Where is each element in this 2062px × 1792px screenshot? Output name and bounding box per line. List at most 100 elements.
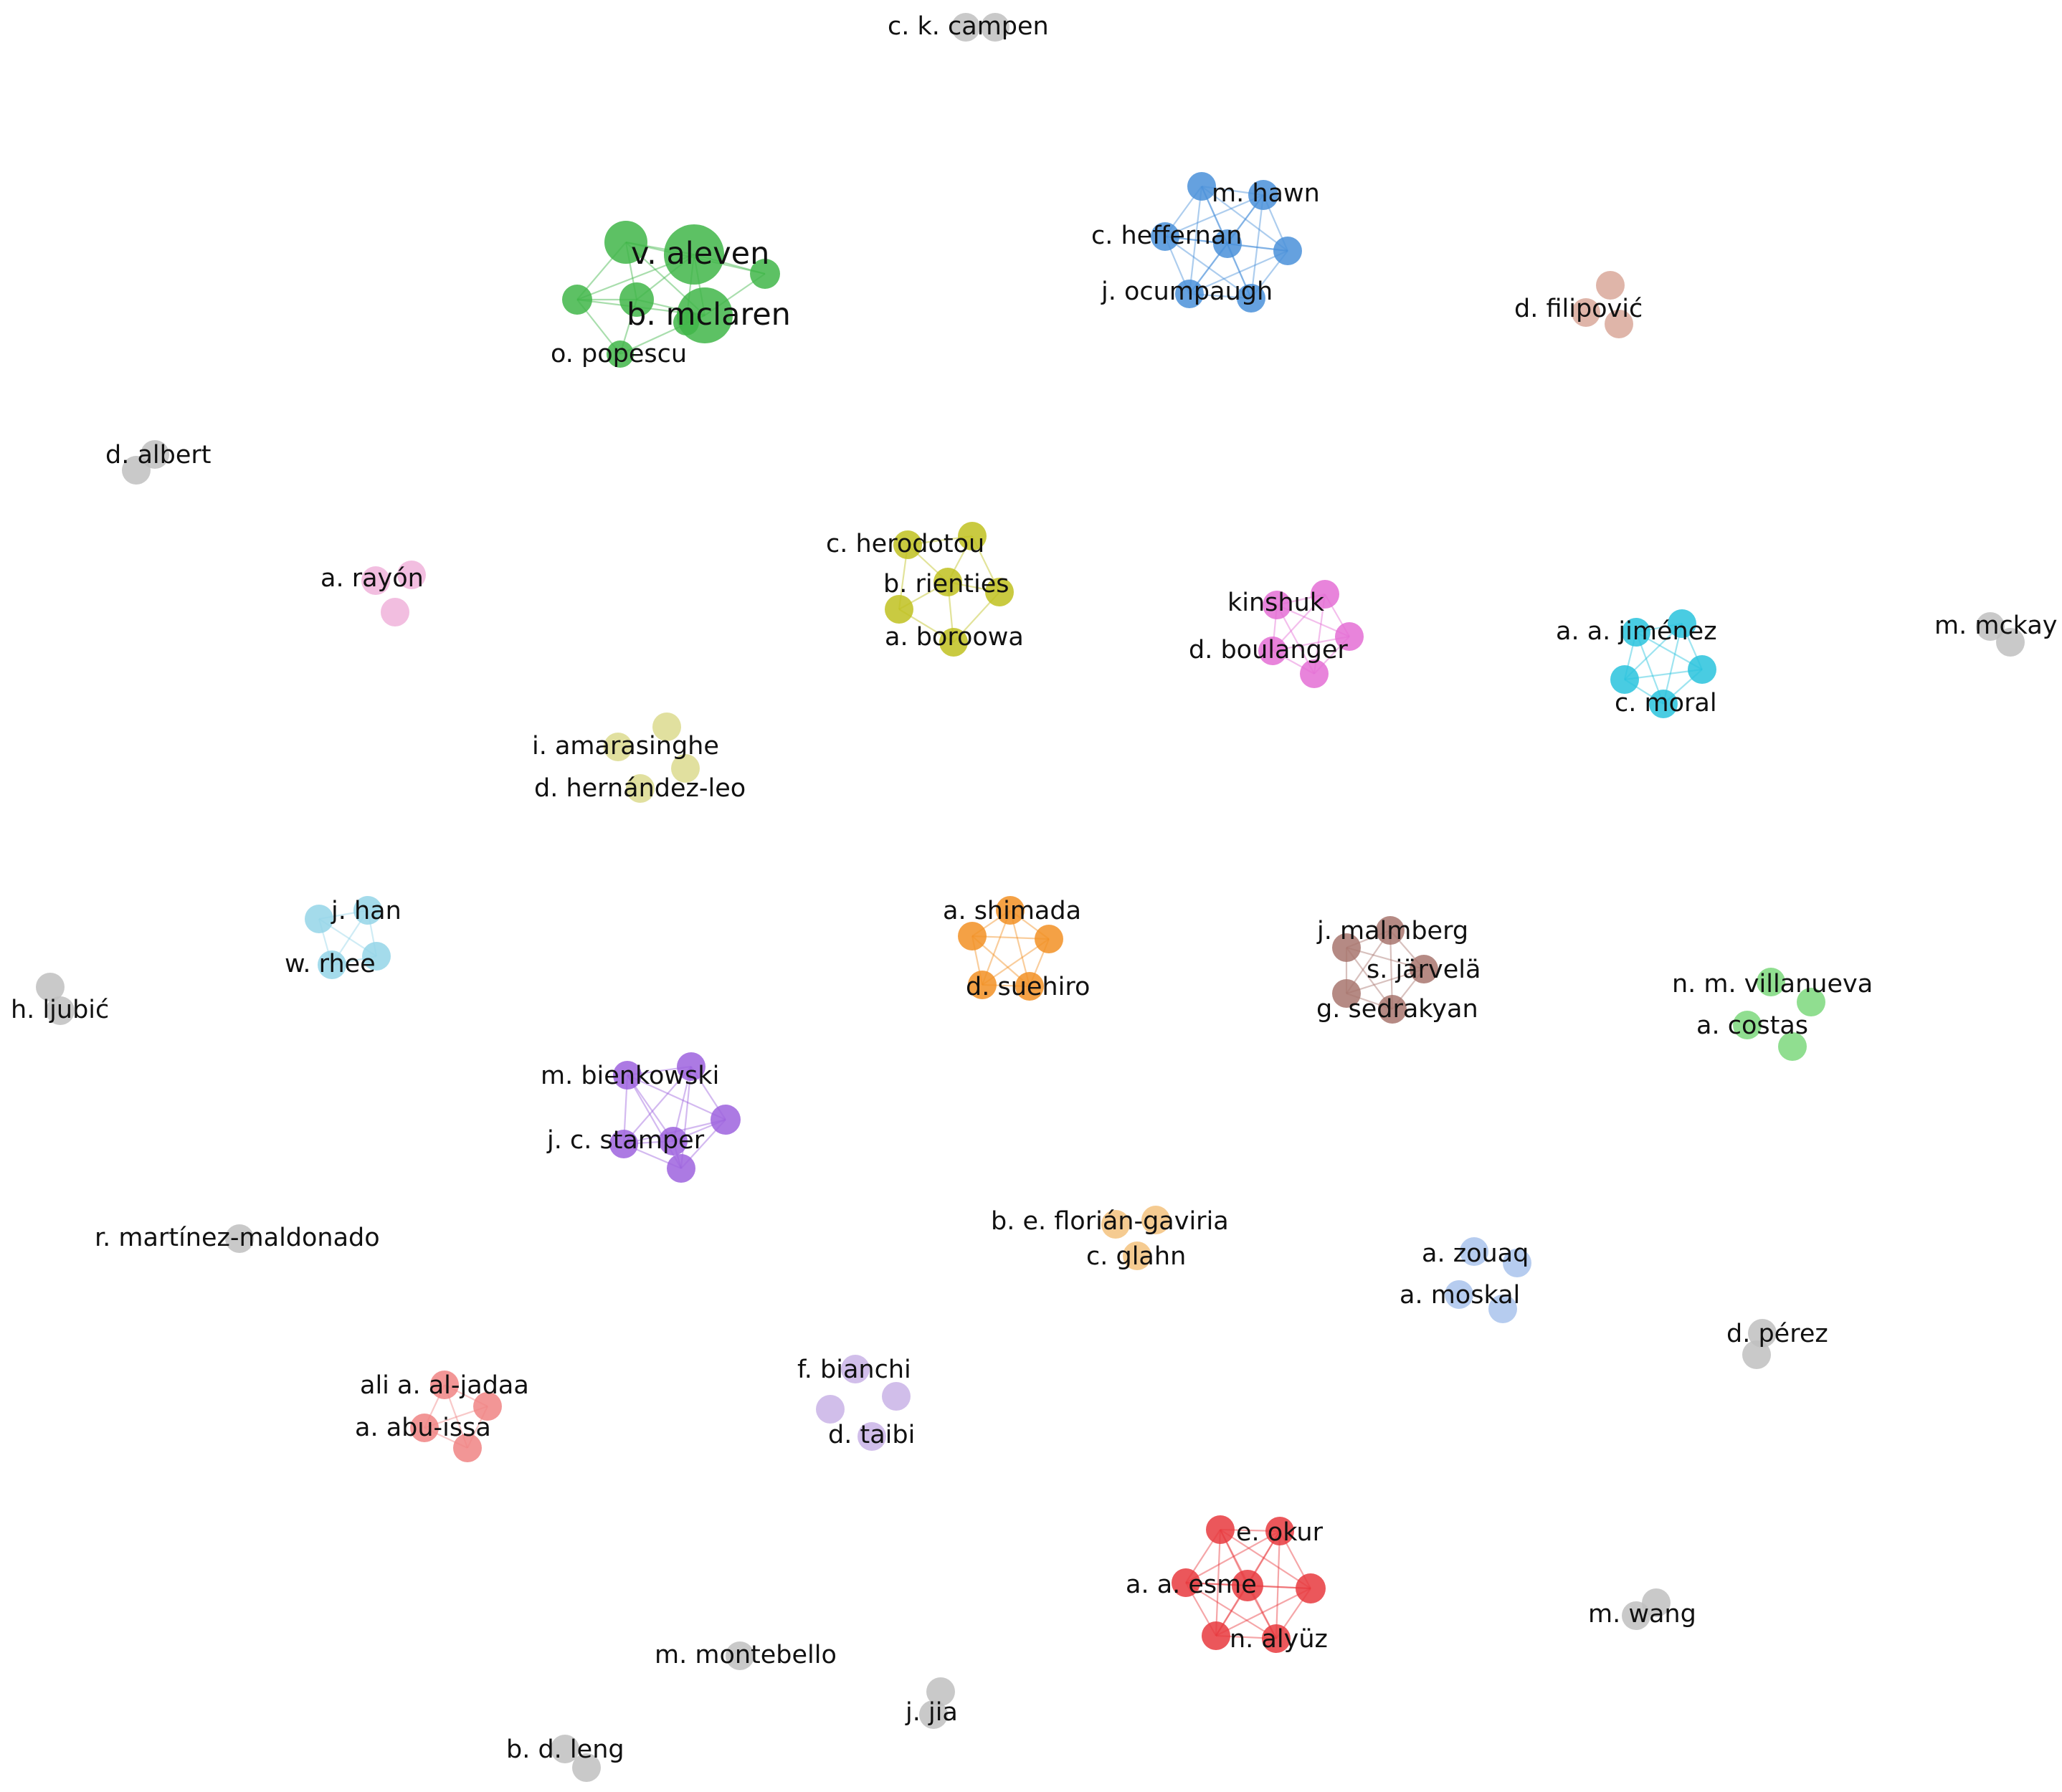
author-node[interactable]	[1206, 1515, 1235, 1544]
author-node[interactable]	[1668, 609, 1696, 638]
author-node[interactable]	[572, 1753, 601, 1782]
author-node[interactable]	[996, 896, 1025, 925]
author-node[interactable]	[968, 971, 997, 999]
author-node[interactable]	[1273, 237, 1302, 265]
author-node[interactable]	[318, 950, 346, 979]
author-node[interactable]	[1976, 612, 2005, 641]
author-node[interactable]	[857, 1422, 886, 1451]
author-node[interactable]	[1610, 665, 1639, 694]
author-node[interactable]	[1410, 955, 1438, 983]
author-node[interactable]	[750, 259, 780, 289]
author-node[interactable]	[1797, 988, 1825, 1016]
author-node[interactable]	[926, 1677, 955, 1706]
author-node[interactable]	[361, 566, 390, 595]
author-node[interactable]	[397, 561, 426, 589]
author-node[interactable]	[816, 1395, 845, 1424]
author-node[interactable]	[453, 1434, 482, 1462]
author-node[interactable]	[141, 440, 169, 469]
author-node[interactable]	[664, 224, 724, 285]
author-node[interactable]	[1488, 1295, 1517, 1323]
author-node[interactable]	[1172, 1568, 1200, 1597]
author-node[interactable]	[1332, 933, 1361, 962]
author-node[interactable]	[659, 1127, 688, 1155]
author-node[interactable]	[1622, 618, 1650, 647]
author-node[interactable]	[933, 568, 962, 596]
author-node[interactable]	[609, 1130, 638, 1158]
author-node[interactable]	[1262, 1624, 1291, 1653]
author-node[interactable]	[1187, 172, 1216, 201]
author-node[interactable]	[1596, 271, 1625, 300]
author-node[interactable]	[985, 578, 1014, 606]
author-node[interactable]	[1248, 180, 1278, 210]
author-node[interactable]	[652, 712, 681, 741]
author-node[interactable]	[1996, 628, 2025, 657]
author-node[interactable]	[1378, 995, 1407, 1024]
author-node[interactable]	[1332, 979, 1361, 1008]
author-node[interactable]	[353, 896, 382, 925]
author-node[interactable]	[1503, 1249, 1531, 1277]
author-node[interactable]	[667, 1154, 695, 1183]
author-node[interactable]	[1605, 310, 1633, 338]
author-node[interactable]	[1232, 1570, 1263, 1601]
author-node[interactable]	[551, 1735, 579, 1763]
author-node[interactable]	[841, 1355, 870, 1383]
author-node[interactable]	[1123, 1241, 1151, 1270]
author-node[interactable]	[1376, 916, 1405, 945]
author-node[interactable]	[1101, 1210, 1130, 1239]
author-node[interactable]	[958, 922, 987, 950]
author-node[interactable]	[362, 942, 391, 971]
author-node[interactable]	[1757, 968, 1785, 996]
author-node[interactable]	[1175, 280, 1204, 308]
author-node[interactable]	[1460, 1237, 1488, 1266]
author-node[interactable]	[711, 1105, 741, 1135]
author-node[interactable]	[919, 1700, 948, 1729]
author-node[interactable]	[951, 13, 980, 42]
author-node[interactable]	[1263, 591, 1291, 619]
author-node[interactable]	[613, 1061, 642, 1090]
author-node[interactable]	[726, 1641, 754, 1670]
author-node[interactable]	[1778, 1032, 1807, 1061]
author-node[interactable]	[1202, 1621, 1230, 1650]
author-node[interactable]	[673, 310, 699, 335]
author-node[interactable]	[473, 1392, 502, 1421]
author-node[interactable]	[981, 13, 1009, 42]
author-node[interactable]	[1311, 580, 1339, 609]
author-node[interactable]	[1141, 1206, 1170, 1234]
author-node[interactable]	[1258, 637, 1287, 665]
author-node[interactable]	[1748, 1319, 1777, 1348]
author-node[interactable]	[893, 530, 922, 559]
author-node[interactable]	[958, 522, 987, 551]
author-node[interactable]	[1742, 1340, 1771, 1369]
author-node[interactable]	[1335, 622, 1364, 651]
author-node[interactable]	[882, 1382, 911, 1411]
author-node[interactable]	[305, 905, 333, 933]
author-node[interactable]	[1151, 222, 1179, 251]
author-node[interactable]	[1649, 690, 1678, 718]
author-node[interactable]	[1622, 1601, 1650, 1630]
author-node[interactable]	[677, 1052, 705, 1081]
author-node[interactable]	[1445, 1280, 1473, 1309]
author-node[interactable]	[562, 285, 592, 315]
author-node[interactable]	[1296, 1573, 1326, 1603]
author-node[interactable]	[1688, 655, 1716, 684]
author-node[interactable]	[607, 340, 634, 368]
author-node[interactable]	[225, 1224, 254, 1253]
author-node[interactable]	[604, 221, 647, 264]
author-node[interactable]	[381, 598, 409, 626]
author-node[interactable]	[604, 733, 632, 761]
author-node[interactable]	[1300, 659, 1329, 688]
author-node[interactable]	[1213, 229, 1242, 258]
author-node[interactable]	[626, 774, 655, 803]
author-node[interactable]	[1035, 925, 1063, 953]
author-node[interactable]	[410, 1414, 439, 1442]
author-node[interactable]	[671, 754, 700, 783]
author-node[interactable]	[1265, 1517, 1294, 1545]
author-node[interactable]	[1733, 1011, 1762, 1039]
author-node[interactable]	[36, 973, 65, 1001]
author-node[interactable]	[885, 595, 913, 624]
author-node[interactable]	[1015, 972, 1044, 1001]
author-node[interactable]	[46, 996, 75, 1025]
author-node[interactable]	[939, 628, 968, 657]
author-node[interactable]	[619, 282, 654, 317]
author-node[interactable]	[1237, 284, 1265, 313]
